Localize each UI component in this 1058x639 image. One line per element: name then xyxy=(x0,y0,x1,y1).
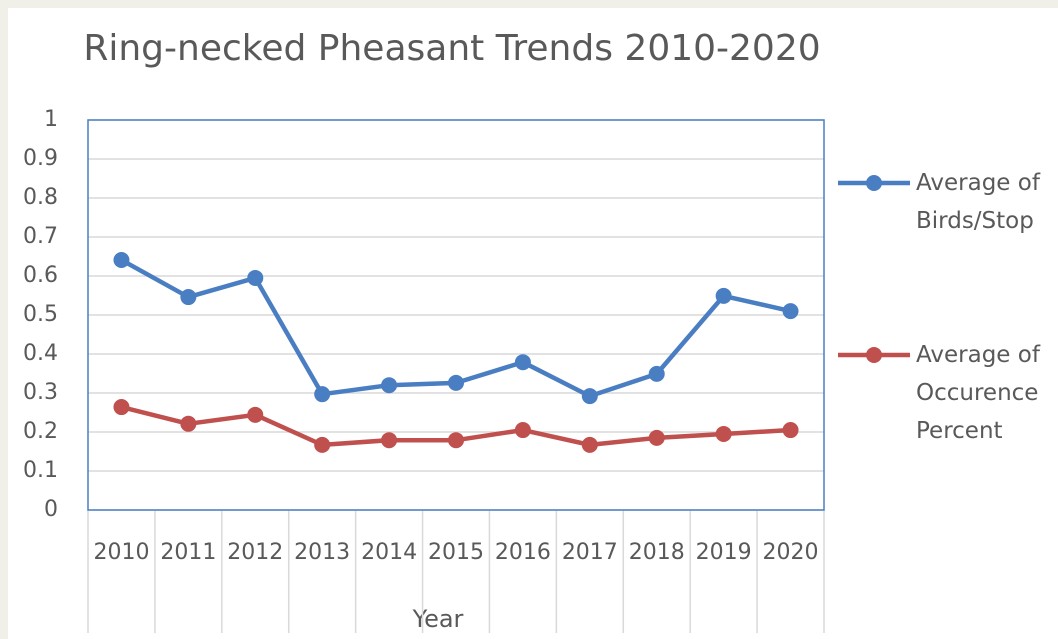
y-tick-label: 0 xyxy=(44,497,58,522)
x-tick-label: 2016 xyxy=(495,540,551,565)
y-tick-label: 0.4 xyxy=(23,341,58,366)
y-tick-label: 0.9 xyxy=(23,146,58,171)
data-point xyxy=(314,436,331,453)
data-point xyxy=(247,406,264,423)
x-tick-label: 2015 xyxy=(428,540,484,565)
data-point xyxy=(113,252,130,269)
data-point xyxy=(782,422,799,439)
chart-frame: Ring-necked Pheasant Trends 2010-2020 Ye… xyxy=(8,8,1058,639)
data-point xyxy=(381,377,398,394)
y-tick-label: 1 xyxy=(44,107,58,132)
x-tick-label: 2011 xyxy=(160,540,216,565)
legend-label: Average of Occurence Percent xyxy=(916,342,1040,444)
data-point xyxy=(113,399,130,416)
plot-border xyxy=(87,119,825,511)
data-point xyxy=(715,425,732,442)
data-point xyxy=(448,432,464,449)
x-tick-label: 2012 xyxy=(227,540,283,565)
data-point xyxy=(247,269,264,286)
data-point xyxy=(715,287,732,304)
data-point xyxy=(314,386,331,403)
data-point xyxy=(514,422,531,439)
legend-label: Average of Birds/Stop xyxy=(916,170,1040,234)
x-tick-label: 2014 xyxy=(361,540,417,565)
x-tick-label: 2018 xyxy=(629,540,685,565)
data-point xyxy=(514,354,531,371)
y-tick-label: 0.6 xyxy=(23,263,58,288)
x-tick-label: 2020 xyxy=(763,540,819,565)
x-tick-label: 2017 xyxy=(562,540,618,565)
data-point xyxy=(180,415,197,432)
x-axis-label: Year xyxy=(412,605,464,633)
x-tick-label: 2019 xyxy=(696,540,752,565)
data-point xyxy=(648,429,665,446)
x-tick-label: 2010 xyxy=(93,540,149,565)
data-point xyxy=(581,388,598,405)
data-point xyxy=(782,303,799,320)
data-point xyxy=(448,374,464,391)
data-point xyxy=(180,289,197,306)
y-tick-label: 0.2 xyxy=(23,419,58,444)
y-tick-label: 0.1 xyxy=(23,458,58,483)
y-tick-label: 0.3 xyxy=(23,380,58,405)
data-point xyxy=(381,432,398,449)
chart: Ring-necked Pheasant Trends 2010-2020 Ye… xyxy=(23,28,910,633)
legend-marker xyxy=(866,175,882,191)
x-tick-label: 2013 xyxy=(294,540,350,565)
chart-title: Ring-necked Pheasant Trends 2010-2020 xyxy=(83,28,820,69)
data-point xyxy=(648,365,665,382)
data-point xyxy=(581,436,598,453)
y-tick-label: 0.5 xyxy=(23,302,58,327)
legend-marker xyxy=(866,347,882,363)
y-tick-label: 0.7 xyxy=(23,224,58,249)
y-tick-label: 0.8 xyxy=(23,185,58,210)
